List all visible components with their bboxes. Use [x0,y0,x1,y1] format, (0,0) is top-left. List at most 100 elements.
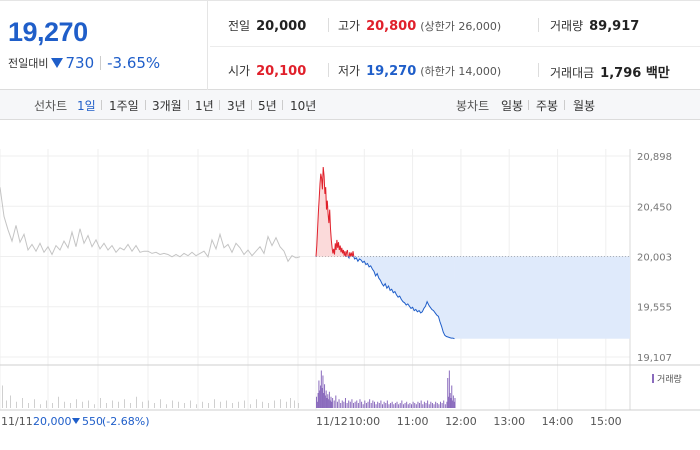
tab-weekly-candle[interactable]: 주봉 [536,99,559,113]
stat-prev-close: 전일 20,000 [228,17,306,34]
volume-bar [328,391,330,408]
prev-volume-bar [172,400,173,408]
volume-bar [328,399,330,408]
today-line-up [345,249,349,257]
volume-bar [398,404,400,408]
volume-bar [354,401,356,408]
stat-value: 20,800 [366,19,417,34]
today-area-down [353,256,455,339]
volume-bar [378,403,380,408]
today-line-up [348,251,353,258]
prev-volume-bar [294,400,295,408]
prev-volume-bar [154,403,155,408]
prev-day-down-icon [72,418,80,424]
tab-divider [282,100,283,110]
volume-bar [431,403,433,408]
prev-volume-bar [184,403,185,408]
prev-volume-bar [118,401,119,408]
x-tick-label: 11/11 [1,415,33,428]
tab-10-years[interactable]: 10년 [290,99,317,113]
volume-bar [401,400,403,408]
prev-volume-bar [76,399,77,408]
volume-bar [415,404,417,408]
volume-bar [346,403,348,408]
today-line-down [353,256,455,340]
volume-bar [430,401,432,408]
prev-volume-bar [40,404,41,408]
tab-3-years[interactable]: 3년 [227,99,246,113]
volume-bar [377,401,379,408]
volume-bar [324,395,326,408]
tab-1-week[interactable]: 1주일 [109,99,139,113]
stat-open: 시가 20,100 [228,62,306,79]
prev-volume-bar [196,404,197,408]
prev-volume-bar [112,400,113,408]
stat-divider [538,18,539,32]
prev-volume-bar [10,395,11,408]
x-tick-label: 10:00 [348,415,380,428]
volume-bar [340,403,342,408]
volume-bar [331,401,333,408]
prev-day-rate: (-2.68%) [102,415,150,428]
volume-bar [390,403,392,408]
tab-divider [101,100,102,110]
today-line-up [315,166,347,257]
volume-bar [409,403,411,408]
prev-volume-bar [160,399,161,408]
prev-day-change: 550 [82,415,103,428]
tab-monthly-candle[interactable]: 월봉 [573,99,596,113]
tab-1-year[interactable]: 1년 [195,99,214,113]
tab-divider [564,100,565,110]
volume-bar [373,401,375,408]
prev-volume-bar [100,398,101,408]
prev-volume-bar [130,403,131,408]
volume-bar [404,403,406,408]
volume-bar [317,393,319,408]
volume-bar [364,400,366,408]
volume-bar [362,404,364,408]
x-tick-label: 12:00 [445,415,477,428]
y-tick-label: 19,107 [637,353,672,364]
volume-bar [449,393,451,408]
tab-daily-candle[interactable]: 일봉 [501,99,524,113]
tab-divider [188,100,189,110]
today-line-down [347,256,350,260]
prev-volume-bar [238,401,239,408]
volume-bar [452,395,454,408]
volume-bar [447,378,449,408]
tab-3-months[interactable]: 3개월 [152,99,182,113]
volume-bar [451,385,453,408]
prev-volume-bar [124,399,125,408]
volume-bar [427,400,429,408]
x-tick-label: 11:00 [397,415,429,428]
stat-high: 고가 20,800 (상한가 26,000) [338,17,501,34]
volume-bar [356,400,358,408]
prev-volume-bar [256,399,257,408]
prev-volume-bar [220,401,221,408]
stat-amount: 거래대금 1,796 백만 [550,62,670,81]
prev-volume-bar [262,401,263,408]
stat-label: 전일 [228,19,251,33]
tab-divider [528,100,529,110]
volume-bar [349,401,351,408]
tab-5-years[interactable]: 5년 [258,99,277,113]
volume-bar [380,400,382,408]
stat-sub: (상한가 26,000) [420,20,502,33]
volume-bar [454,398,456,408]
prev-volume-bar [268,403,269,408]
prev-volume-bar [298,403,299,408]
stat-label: 저가 [338,64,361,78]
tab-1-day[interactable]: 1일 [77,99,96,113]
volume-bar [316,396,317,408]
volume-bar [329,400,331,408]
volume-bar [433,404,435,408]
tab-divider [219,100,220,110]
prev-volume-bar [94,404,95,408]
prev-volume-bar [82,401,83,408]
volume-bar [361,401,363,408]
prev-volume-bar [178,401,179,408]
prev-volume-bar [274,400,275,408]
change-divider [100,56,102,70]
stat-value: 1,796 백만 [600,66,670,81]
x-tick-label: 13:00 [493,415,525,428]
